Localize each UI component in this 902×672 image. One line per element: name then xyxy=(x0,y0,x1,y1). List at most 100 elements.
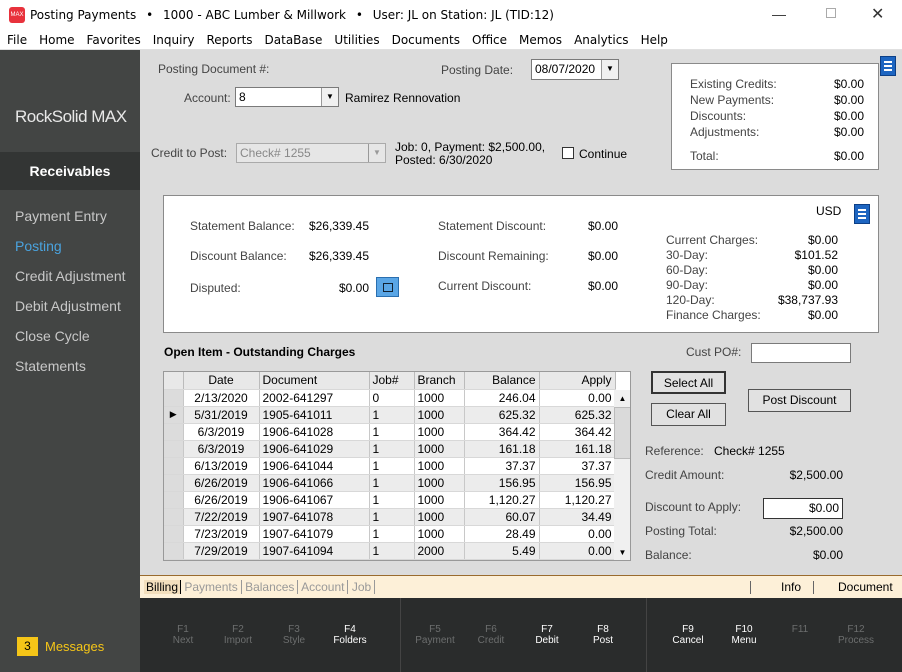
cell-apply[interactable]: 37.37 xyxy=(539,457,616,475)
menu-documents[interactable]: Documents xyxy=(391,33,460,47)
scroll-up-icon[interactable]: ▲ xyxy=(618,394,627,403)
clear-all-button[interactable]: Clear All xyxy=(651,403,726,426)
row-selector[interactable]: ▶ xyxy=(164,406,184,424)
menu-favorites[interactable]: Favorites xyxy=(86,33,141,47)
col-header-document[interactable]: Document xyxy=(259,372,370,390)
tab-billing[interactable]: Billing xyxy=(144,580,182,594)
discount-balance-value: $26,339.45 xyxy=(308,249,369,263)
continue-checkbox[interactable] xyxy=(562,147,574,159)
cust-po-input[interactable] xyxy=(751,343,851,363)
cell-apply[interactable]: 156.95 xyxy=(539,474,616,492)
messages-badge[interactable]: 3 xyxy=(17,637,38,656)
menu-help[interactable]: Help xyxy=(640,33,668,47)
chevron-down-icon[interactable]: ▼ xyxy=(321,88,338,106)
row-selector[interactable] xyxy=(164,423,184,441)
sidebar-item-posting[interactable]: Posting xyxy=(15,238,62,254)
menu-reports[interactable]: Reports xyxy=(206,33,253,47)
account-field[interactable]: 8 ▼ xyxy=(235,87,339,107)
fkey-f11-button[interactable]: F11 xyxy=(770,624,830,635)
options-menu-icon[interactable] xyxy=(880,56,896,76)
cell-apply[interactable]: 0.00 xyxy=(539,542,616,560)
menu-database[interactable]: DataBase xyxy=(264,33,323,47)
cell-apply[interactable]: 625.32 xyxy=(539,406,616,424)
row-selector[interactable] xyxy=(164,491,184,509)
tab-account[interactable]: Account xyxy=(301,580,349,594)
tab-job[interactable]: Job xyxy=(351,580,376,594)
table-row[interactable]: 2/13/2020 2002-641297 0 1000 246.04 0.00 xyxy=(164,389,616,407)
tab-document[interactable]: Document xyxy=(838,580,893,594)
fkey-f4-button[interactable]: F4 Folders xyxy=(320,624,380,646)
continue-label[interactable]: Continue xyxy=(579,147,628,161)
balances-menu-icon[interactable] xyxy=(854,204,870,224)
row-selector[interactable] xyxy=(164,542,184,560)
scroll-thumb[interactable] xyxy=(614,407,630,459)
sidebar-item-credit-adjustment[interactable]: Credit Adjustment xyxy=(15,268,126,284)
cell-apply[interactable]: 364.42 xyxy=(539,423,616,441)
cell-apply[interactable]: 0.00 xyxy=(539,389,616,407)
cell-apply[interactable]: 0.00 xyxy=(539,525,616,543)
fkey-f3-button[interactable]: F3 Style xyxy=(264,624,324,646)
table-row[interactable]: 7/23/2019 1907-641079 1 1000 28.49 0.00 xyxy=(164,525,616,543)
maximize-button[interactable] xyxy=(826,8,836,18)
table-row[interactable]: 6/26/2019 1906-641067 1 1000 1,120.27 1,120.2… xyxy=(164,491,616,509)
fkey-f7-button[interactable]: F7 Debit xyxy=(517,624,577,646)
fkey-f8-button[interactable]: F8 Post xyxy=(573,624,633,646)
fkey-f10-button[interactable]: F10 Menu xyxy=(714,624,774,646)
summary-box: Existing Credits: $0.00 New Payments: $0.00… xyxy=(671,63,879,170)
fkey-f1-button[interactable]: F1 Next xyxy=(153,624,213,646)
select-all-button[interactable]: Select All xyxy=(651,371,726,394)
cell-apply[interactable]: 161.18 xyxy=(539,440,616,458)
cell-apply[interactable]: 1,120.27 xyxy=(539,491,616,509)
fkey-f2-button[interactable]: F2 Import xyxy=(208,624,268,646)
col-header-date[interactable]: Date xyxy=(183,372,260,390)
chevron-down-icon[interactable]: ▼ xyxy=(601,60,618,79)
post-discount-button[interactable]: Post Discount xyxy=(748,389,851,412)
table-row[interactable]: 6/26/2019 1906-641066 1 1000 156.95 156.95 xyxy=(164,474,616,492)
menu-office[interactable]: Office xyxy=(472,33,508,47)
sidebar-item-payment-entry[interactable]: Payment Entry xyxy=(15,208,107,224)
row-selector[interactable] xyxy=(164,474,184,492)
fkey-f9-button[interactable]: F9 Cancel xyxy=(658,624,718,646)
fkey-f6-button[interactable]: F6 Credit xyxy=(461,624,521,646)
row-selector[interactable] xyxy=(164,457,184,475)
sidebar-item-debit-adjustment[interactable]: Debit Adjustment xyxy=(15,298,121,314)
sidebar-item-statements[interactable]: Statements xyxy=(15,358,86,374)
sidebar-item-close-cycle[interactable]: Close Cycle xyxy=(15,328,90,344)
minimize-button[interactable]: — xyxy=(772,6,786,22)
row-selector[interactable] xyxy=(164,389,184,407)
col-header-balance[interactable]: Balance xyxy=(464,372,540,390)
menu-analytics[interactable]: Analytics xyxy=(574,33,629,47)
tab-info[interactable]: Info xyxy=(781,580,802,594)
table-row[interactable]: 7/29/2019 1907-641094 1 2000 5.49 0.00 xyxy=(164,542,616,560)
menu-memos[interactable]: Memos xyxy=(519,33,563,47)
row-selector[interactable] xyxy=(164,508,184,526)
row-selector[interactable] xyxy=(164,440,184,458)
posting-date-field[interactable]: 08/07/2020 ▼ xyxy=(531,59,619,80)
disputed-detail-button[interactable] xyxy=(376,277,399,297)
menu-utilities[interactable]: Utilities xyxy=(334,33,380,47)
menu-file[interactable]: File xyxy=(7,33,28,47)
scroll-down-icon[interactable]: ▼ xyxy=(618,548,627,557)
discount-to-apply-input[interactable]: $0.00 xyxy=(763,498,843,519)
table-row[interactable]: 6/13/2019 1906-641044 1 1000 37.37 37.37 xyxy=(164,457,616,475)
tab-balances[interactable]: Balances xyxy=(245,580,299,594)
menu-home[interactable]: Home xyxy=(39,33,75,47)
tab-payments[interactable]: Payments xyxy=(184,580,242,594)
table-row[interactable]: 6/3/2019 1906-641028 1 1000 364.42 364.42 xyxy=(164,423,616,441)
close-button[interactable]: ✕ xyxy=(871,6,885,23)
table-row[interactable]: 7/22/2019 1907-641078 1 1000 60.07 34.49 xyxy=(164,508,616,526)
col-header-branch[interactable]: Branch xyxy=(414,372,465,390)
cell-apply[interactable]: 34.49 xyxy=(539,508,616,526)
fkey-f5-button[interactable]: F5 Payment xyxy=(405,624,465,646)
col-header-apply[interactable]: Apply xyxy=(539,372,616,390)
messages-link[interactable]: Messages xyxy=(45,639,105,654)
table-row[interactable]: ▶ 5/31/2019 1905-641011 1 1000 625.32 625.32 xyxy=(164,406,616,424)
table-row[interactable]: 6/3/2019 1906-641029 1 1000 161.18 161.18 xyxy=(164,440,616,458)
credit-to-post-select[interactable]: Check# 1255 ▼ xyxy=(236,143,386,163)
menu-inquiry[interactable]: Inquiry xyxy=(152,33,195,47)
row-selector[interactable] xyxy=(164,525,184,543)
fkey-f12-button[interactable]: F12 Process xyxy=(826,624,886,646)
fkey-key: F6 xyxy=(485,624,497,635)
col-header-job[interactable]: Job# xyxy=(369,372,415,390)
grid-scrollbar[interactable]: ▲ ▼ xyxy=(614,390,630,560)
